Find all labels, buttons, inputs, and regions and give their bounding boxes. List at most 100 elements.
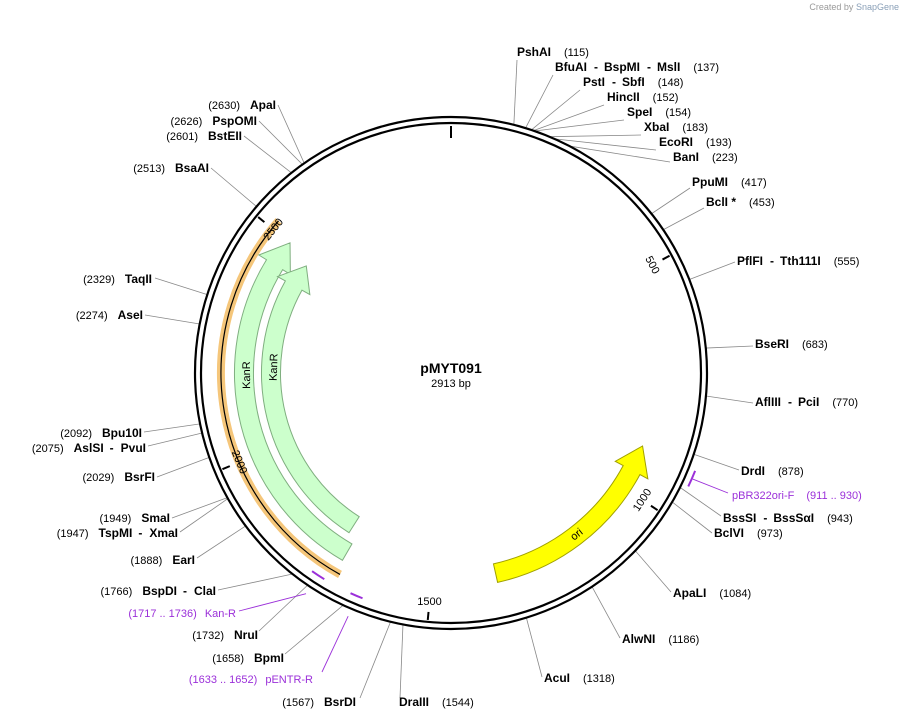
credit-prefix: Created by <box>809 2 854 12</box>
enzyme-position: (148) <box>658 77 684 89</box>
site-label-pspomi[interactable]: PspOMI (2626) <box>171 114 257 128</box>
backbone-outer <box>193 115 709 631</box>
enzyme-name: PshAI <box>517 45 551 59</box>
enzyme-position: (1567) <box>282 697 314 709</box>
enzyme-position: (1186) <box>668 634 699 646</box>
site-label-smai[interactable]: SmaI (1949) <box>100 511 170 525</box>
site-label-bsrfi[interactable]: BsrFI (2029) <box>83 470 155 484</box>
site-label-apali[interactable]: ApaLI (1084) <box>673 586 751 600</box>
site-label-psti[interactable]: PstI - SbfI (148) <box>583 75 683 89</box>
site-label-bpu10i[interactable]: Bpu10I (2092) <box>60 426 142 440</box>
enzyme-position: (152) <box>653 92 679 104</box>
site-label-hincii[interactable]: HincII (152) <box>607 90 678 104</box>
kanr-feature-1[interactable] <box>234 242 353 562</box>
leader-line <box>693 453 740 471</box>
site-label-asei[interactable]: AseI (2274) <box>76 308 143 322</box>
leader-line <box>179 498 229 533</box>
site-label-spei[interactable]: SpeI (154) <box>627 105 691 119</box>
site-label-tspmi[interactable]: XmaI-TspMI (1947) <box>57 526 178 540</box>
enzyme-position: (193) <box>706 137 732 149</box>
leader-line <box>651 187 691 215</box>
site-label-bsssi[interactable]: BssSI - BssSαI (943) <box>723 511 853 525</box>
enzyme-position: (453) <box>749 197 775 209</box>
enzyme-position: (973) <box>757 528 783 540</box>
site-label-aslsi[interactable]: PvuI-AslSI (2075) <box>32 441 146 455</box>
enzyme-name: PpuMI <box>692 175 728 189</box>
tick-mark <box>662 254 671 261</box>
primer-kan-r-mark[interactable] <box>311 570 325 581</box>
enzyme-name: BfuAI <box>555 60 587 74</box>
enzyme-position: (1888) <box>131 555 163 567</box>
leader-line <box>679 487 722 517</box>
leader-line <box>399 624 404 699</box>
enzyme-name: DrdI <box>741 464 765 478</box>
site-label-apai[interactable]: ApaI (2630) <box>208 98 276 112</box>
leader-line <box>171 497 228 519</box>
leader-line <box>554 138 657 151</box>
primer-leader <box>692 478 729 494</box>
primer-range: (1633 .. 1652) <box>189 674 258 686</box>
site-label-bpmi[interactable]: BpmI (1658) <box>212 651 284 665</box>
enzyme-name: Tth111I <box>780 254 821 268</box>
enzyme-position: (878) <box>778 466 804 478</box>
site-label-bsteii[interactable]: BstEII (2601) <box>166 129 242 143</box>
enzyme-position: (2329) <box>83 274 115 286</box>
site-label-bfuai[interactable]: BfuAI - BspMI - MslI (137) <box>555 60 719 74</box>
primer-pentr-r-mark[interactable] <box>350 592 363 600</box>
site-label-taqii[interactable]: TaqII (2329) <box>83 272 152 286</box>
site-label-bseri[interactable]: BseRI (683) <box>755 337 828 351</box>
enzyme-name: HincII <box>607 90 640 104</box>
leader-line <box>284 604 344 655</box>
backbone-ring <box>193 115 709 631</box>
enzyme-name: AslSI <box>74 441 104 455</box>
site-label-afliii[interactable]: AflIII - PciI (770) <box>755 395 858 409</box>
enzyme-name: BspDI <box>142 584 177 598</box>
ori-feature[interactable] <box>492 445 649 583</box>
tick-mark <box>650 504 659 512</box>
kanr-feature-2[interactable] <box>261 265 360 534</box>
enzyme-name: TspMI <box>99 526 133 540</box>
leader-line <box>217 573 293 591</box>
site-label-nrui[interactable]: NruI (1732) <box>192 628 258 642</box>
site-label-bani[interactable]: BanI (223) <box>673 150 738 164</box>
leader-line <box>525 74 554 129</box>
site-labels[interactable]: PshAI (115)BfuAI - BspMI - MslI (137)PstI - SbfI… <box>32 45 862 709</box>
label-sep: - <box>763 511 767 525</box>
site-label-pflfi[interactable]: PflFI - Tth111I (555) <box>737 254 859 268</box>
site-label-bsaai[interactable]: BsaAI (2513) <box>133 161 209 175</box>
site-label-bspdi[interactable]: ClaI-BspDI (1766) <box>101 584 216 598</box>
site-label-drdi[interactable]: DrdI (878) <box>741 464 804 478</box>
tick-label: 500 <box>642 254 661 276</box>
label-sep: - <box>594 60 598 74</box>
site-label-bcli[interactable]: BclI * (453) <box>706 195 775 209</box>
enzyme-name: SmaI <box>141 511 170 525</box>
ori-label: ori <box>568 526 585 543</box>
enzyme-name: BspMI <box>604 60 640 74</box>
site-label-acui[interactable]: AcuI (1318) <box>544 671 615 685</box>
primer-name: pBR322ori-F <box>732 490 795 502</box>
tick-label: 2000 <box>229 449 250 476</box>
primer-label-pentrr[interactable]: pENTR-R (1633 .. 1652) <box>189 674 313 686</box>
label-sep: - <box>788 395 792 409</box>
site-label-bsrdi[interactable]: BsrDI (1567) <box>282 695 356 709</box>
label-sep: - <box>183 584 187 598</box>
label-sep: - <box>138 526 142 540</box>
primer-label-kanr[interactable]: Kan-R (1717 .. 1736) <box>128 608 236 620</box>
site-label-alwni[interactable]: AlwNI (1186) <box>622 632 699 646</box>
primer-label-pbr322orif[interactable]: pBR322ori-F (911 .. 930) <box>732 490 862 502</box>
site-label-draiii[interactable]: DraIII (1544) <box>399 695 474 709</box>
site-label-ppumi[interactable]: PpuMI (417) <box>692 175 767 189</box>
enzyme-name: BclI * <box>706 195 736 209</box>
site-label-eari[interactable]: EarI (1888) <box>131 553 195 567</box>
enzyme-name: ApaI <box>250 98 276 112</box>
site-label-bclvi[interactable]: BclVI (973) <box>714 526 783 540</box>
kanr-label-2: KanR <box>268 353 281 381</box>
primer-pbr322ori-f-mark[interactable] <box>687 470 697 487</box>
site-label-xbai[interactable]: XbaI (183) <box>644 120 708 134</box>
site-label-ecori[interactable]: EcoRI (193) <box>659 135 732 149</box>
enzyme-position: (1732) <box>192 630 224 642</box>
site-label-pshai[interactable]: PshAI (115) <box>517 45 589 59</box>
enzyme-name: BseRI <box>755 337 789 351</box>
enzyme-name: AlwNI <box>622 632 655 646</box>
